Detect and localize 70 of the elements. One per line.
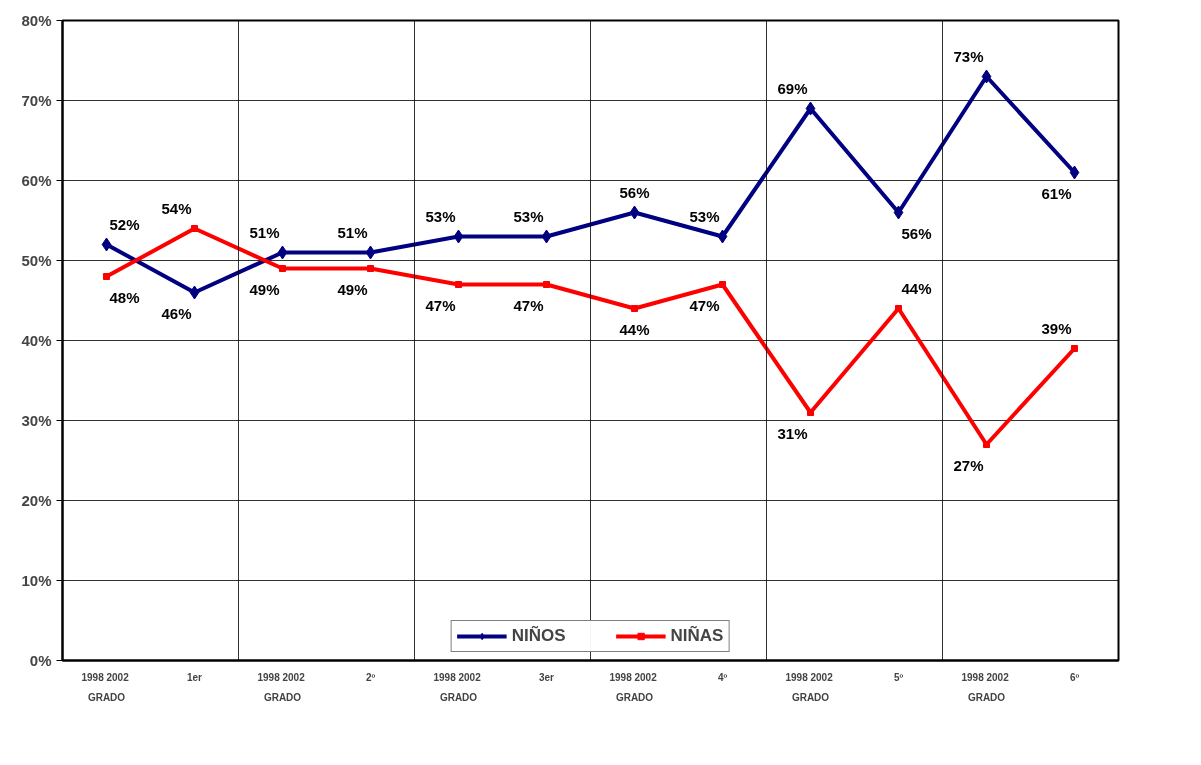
x-tick-label: 3er [538,671,555,683]
x-tick-label: 4º [717,671,728,683]
data-label: 69% [777,79,808,97]
y-tick-label: 50% [21,252,52,269]
data-label: 47% [513,296,544,314]
data-label: 61% [1041,184,1072,202]
data-label: 54% [161,199,192,217]
data-label: 31% [777,424,808,442]
category-label: 1998 2002 GRADO [785,671,833,703]
point [367,265,374,272]
y-tick-label: 60% [21,172,52,189]
data-label: 47% [689,296,720,314]
data-label: 49% [337,280,368,298]
legend-label: NIÑOS [511,626,566,646]
point [981,69,992,84]
category-label: 1998 2002 GRADO [257,671,305,703]
x-tick-label: 5º [893,671,904,683]
point [365,245,376,260]
point [543,281,550,288]
y-tick-label: 10% [21,572,52,589]
data-label: 39% [1041,319,1072,337]
data-label: 53% [689,207,720,225]
category-label: 1998 2002 GRADO [433,671,481,703]
y-tick-label: 70% [21,92,52,109]
y-tick-label: 20% [21,492,52,509]
data-label: 53% [425,207,456,225]
legend-label: NIÑAS [670,626,724,646]
point [805,101,816,116]
category-label: 1998 2002 GRADO [961,671,1009,703]
data-label: 52% [109,215,140,233]
point [279,265,286,272]
point [717,229,728,244]
x-tick-label: 2º [365,671,376,683]
data-label: 48% [109,288,140,306]
data-label: 73% [953,47,984,65]
x-tick-label: 1er [186,671,203,683]
y-tick-label: 80% [21,12,52,29]
point [103,273,110,280]
category-label: 1998 2002 GRADO [81,671,129,703]
data-label: 49% [249,280,280,298]
point [895,305,902,312]
data-label: 51% [337,223,368,241]
point [719,281,726,288]
data-label: 51% [249,223,280,241]
data-label: 44% [619,320,650,338]
x-tick-label: 6º [1069,671,1080,683]
point [1069,165,1080,180]
point [631,305,638,312]
data-label: 56% [619,183,650,201]
data-label: 27% [953,456,984,474]
point [191,225,198,232]
data-label: 46% [161,304,192,322]
y-tick-label: 30% [21,412,52,429]
point [101,237,112,252]
point [455,281,462,288]
y-tick-label: 0% [29,652,52,669]
category-label: 1998 2002 GRADO [609,671,657,703]
point [541,229,552,244]
data-label: 56% [901,224,932,242]
point [453,229,464,244]
point [893,205,904,220]
data-label: 53% [513,207,544,225]
y-tick-label: 40% [21,332,52,349]
point [629,205,640,220]
point [1071,345,1078,352]
data-label: 44% [901,279,932,297]
point [983,441,990,448]
data-label: 47% [425,296,456,314]
point [189,285,200,300]
point [277,245,288,260]
